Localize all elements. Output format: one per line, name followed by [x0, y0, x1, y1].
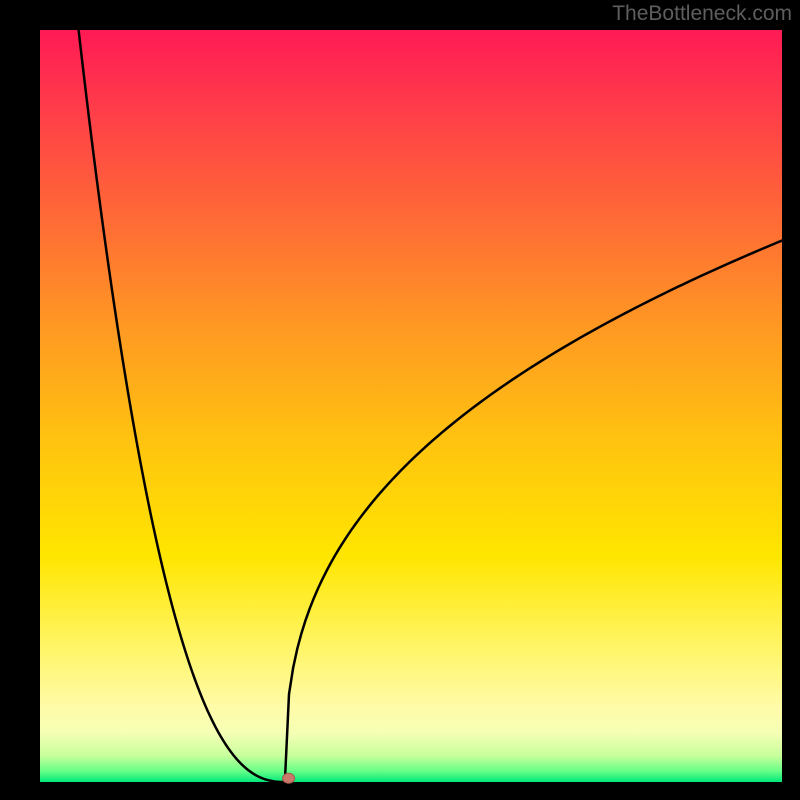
watermark-text: TheBottleneck.com [612, 2, 792, 26]
gradient-background [40, 30, 782, 782]
optimal-point-marker [283, 773, 295, 783]
chart-svg [0, 0, 800, 800]
bottleneck-chart: TheBottleneck.com [0, 0, 800, 800]
